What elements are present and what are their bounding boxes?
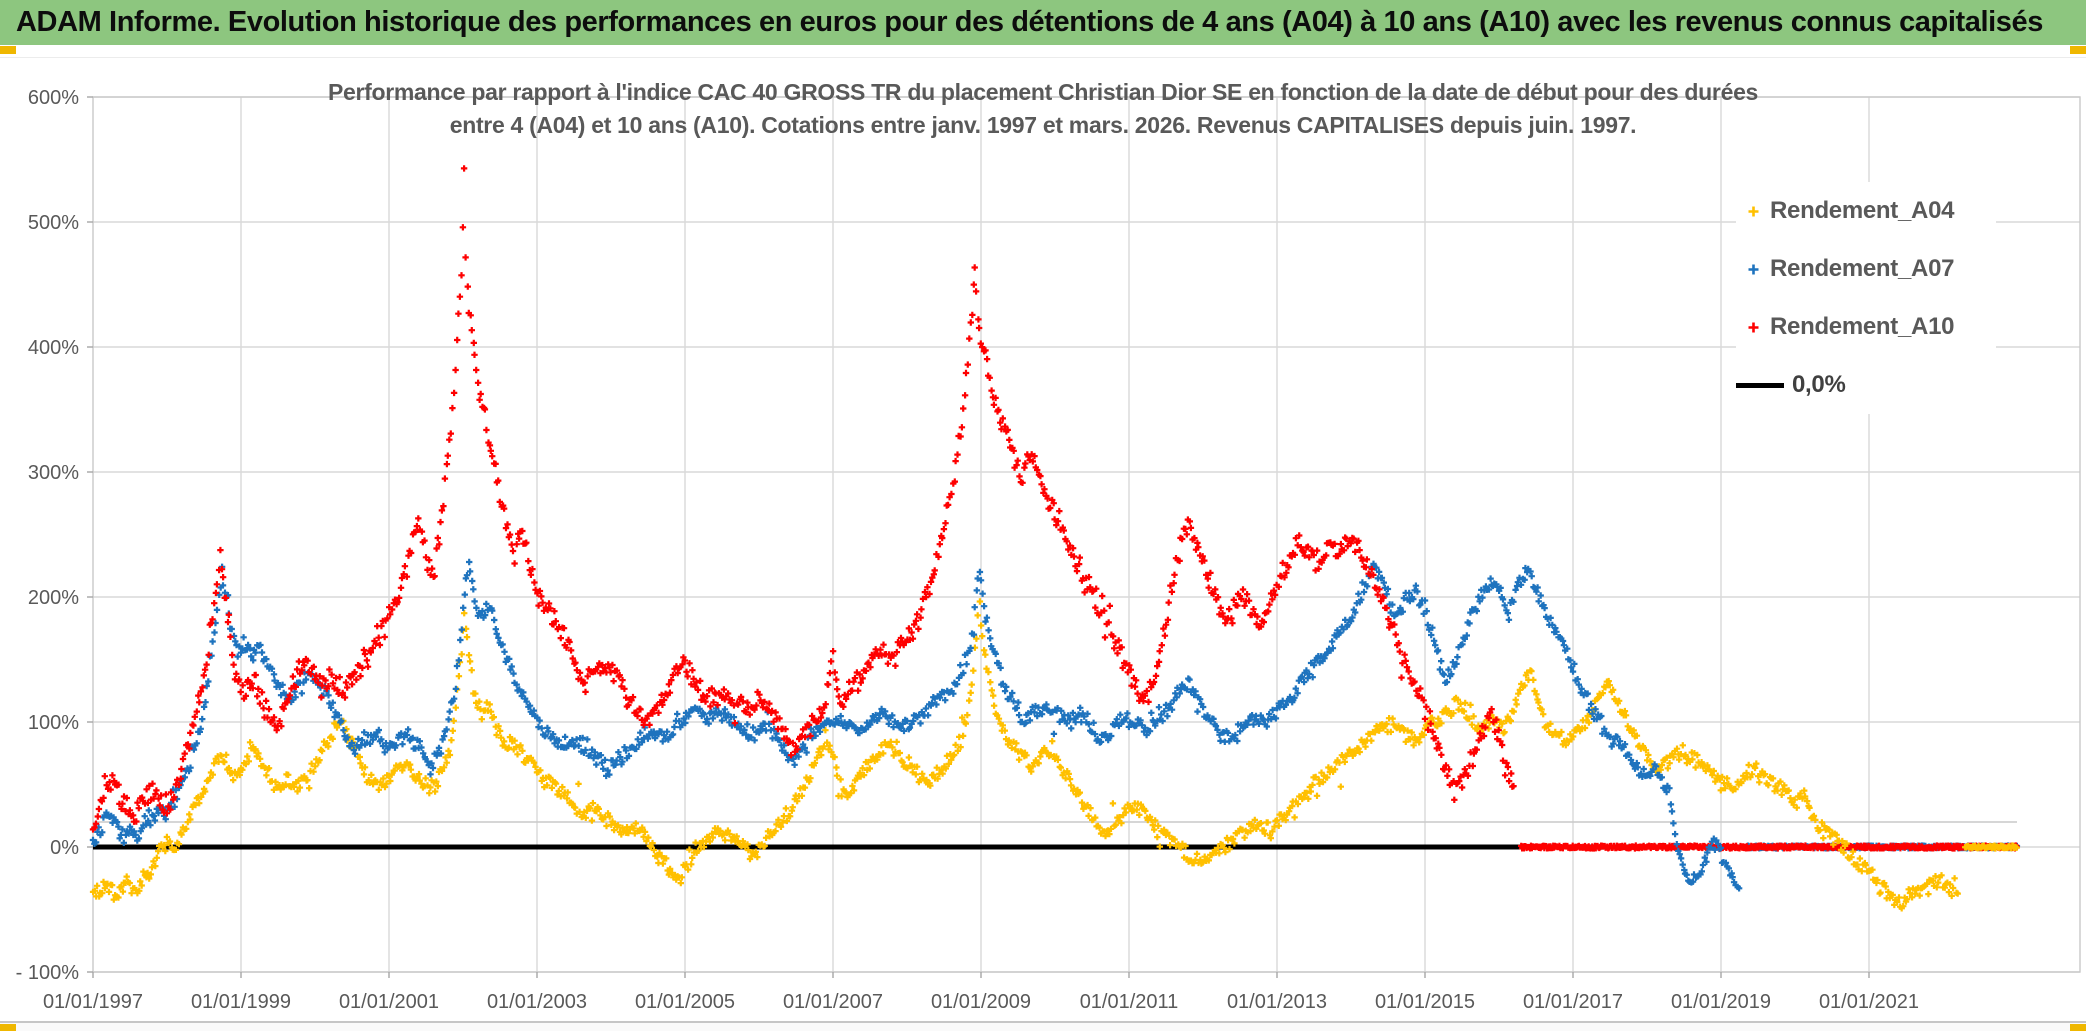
- chart-title: Performance par rapport à l'indice CAC 4…: [293, 76, 1793, 142]
- plus-marker-icon: [1736, 205, 1770, 218]
- series-flat-zero-rendement-a10[interactable]: [1518, 842, 2020, 852]
- gold-accent-top-left: [0, 46, 16, 54]
- x-axis-label: 01/01/1999: [191, 991, 291, 1013]
- x-axis-label: 01/01/2009: [931, 991, 1031, 1013]
- x-axis-label: 01/01/2013: [1227, 991, 1327, 1013]
- legend-label: 0,0%: [1792, 371, 1846, 398]
- y-axis-label: 0%: [50, 837, 79, 859]
- legend-item-zero-line[interactable]: 0,0%: [1736, 356, 1996, 414]
- y-axis-label: - 100%: [16, 962, 80, 984]
- gold-accent-top-right: [2070, 46, 2086, 54]
- x-axis-label: 01/01/2017: [1523, 991, 1623, 1013]
- plot-border: [92, 96, 2081, 973]
- x-axis-label: 01/01/2001: [339, 991, 439, 1013]
- y-axis-label: 600%: [28, 87, 79, 109]
- series-flat-zero-rendement-a04[interactable]: [1962, 842, 2020, 852]
- legend-label: Rendement_A04: [1770, 197, 1955, 224]
- series-rendement-a07[interactable]: [89, 558, 1743, 892]
- legend-label: Rendement_A07: [1770, 255, 1955, 282]
- gold-accent-bottom-right: [2070, 1024, 2086, 1031]
- x-axis-label: 01/01/2007: [783, 991, 883, 1013]
- x-axis-label: 01/01/2015: [1375, 991, 1475, 1013]
- line-sample-icon: [1736, 382, 1784, 388]
- legend-item-rendement-a04[interactable]: Rendement_A04: [1736, 182, 1996, 240]
- y-axis-label: 200%: [28, 587, 79, 609]
- x-axis-label: 01/01/2003: [487, 991, 587, 1013]
- bottom-edge-bar: [0, 1021, 2086, 1031]
- banner-separator-row: [0, 45, 2086, 58]
- legend-item-rendement-a07[interactable]: Rendement_A07: [1736, 240, 1996, 298]
- y-axis-label: 300%: [28, 462, 79, 484]
- chart-title-line2: entre 4 (A04) et 10 ans (A10). Cotations…: [449, 112, 1637, 138]
- page-banner: ADAM Informe. Evolution historique des p…: [0, 0, 2086, 45]
- series-rendement-a04[interactable]: [89, 598, 1961, 912]
- chart-title-line1: Performance par rapport à l'indice CAC 4…: [327, 79, 1759, 105]
- legend-item-rendement-a10[interactable]: Rendement_A10: [1736, 298, 1996, 356]
- y-axis-label: 400%: [28, 337, 79, 359]
- legend-label: Rendement_A10: [1770, 313, 1955, 340]
- plus-marker-icon: [1736, 263, 1770, 276]
- plus-marker-icon: [1736, 321, 1770, 334]
- x-axis-label: 01/01/2011: [1080, 991, 1179, 1013]
- x-axis-label: 01/01/1997: [43, 991, 143, 1013]
- page-title: ADAM Informe. Evolution historique des p…: [16, 6, 2043, 38]
- y-axis-label: 100%: [28, 712, 79, 734]
- x-axis-label: 01/01/2019: [1671, 991, 1771, 1013]
- x-axis-label: 01/01/2021: [1819, 991, 1919, 1013]
- x-axis-label: 01/01/2005: [635, 991, 735, 1013]
- chart-legend: Rendement_A04 Rendement_A07 Rendement_A1…: [1736, 182, 1996, 414]
- gold-accent-bottom-left: [0, 1024, 16, 1031]
- y-axis-label: 500%: [28, 212, 79, 234]
- series-rendement-a10[interactable]: [89, 165, 1517, 833]
